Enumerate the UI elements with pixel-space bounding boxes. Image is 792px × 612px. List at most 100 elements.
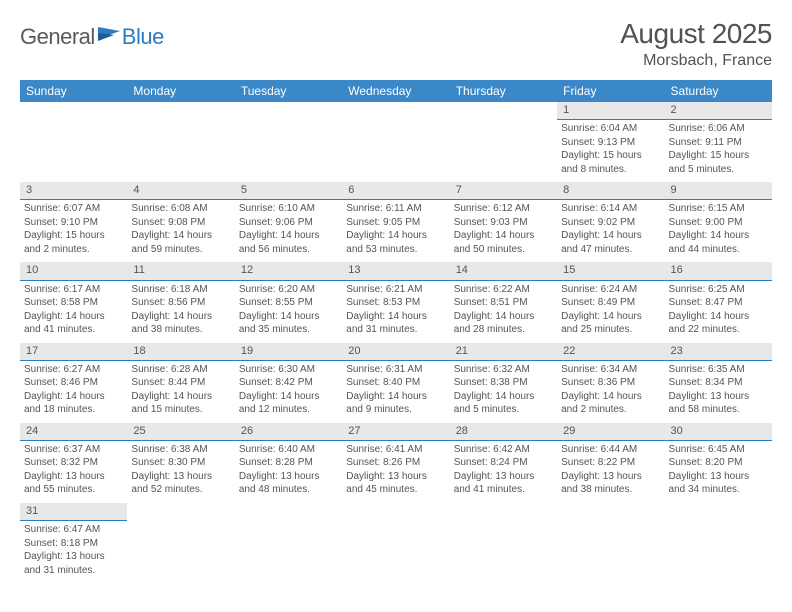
day-sunrise: Sunrise: 6:30 AM <box>239 363 338 377</box>
day-sunset: Sunset: 8:44 PM <box>131 376 230 390</box>
calendar-cell <box>20 102 127 182</box>
day-daylight: Daylight: 14 hours and 15 minutes. <box>131 390 230 417</box>
day-number: 7 <box>450 182 557 200</box>
calendar-head: SundayMondayTuesdayWednesdayThursdayFrid… <box>20 80 772 102</box>
day-daylight: Daylight: 13 hours and 45 minutes. <box>346 470 445 497</box>
calendar-cell: 7Sunrise: 6:12 AMSunset: 9:03 PMDaylight… <box>450 182 557 262</box>
calendar-cell: 22Sunrise: 6:34 AMSunset: 8:36 PMDayligh… <box>557 343 664 423</box>
calendar-cell <box>342 102 449 182</box>
calendar-cell <box>235 503 342 583</box>
day-sunset: Sunset: 8:46 PM <box>24 376 123 390</box>
day-daylight: Daylight: 14 hours and 9 minutes. <box>346 390 445 417</box>
calendar-week: 17Sunrise: 6:27 AMSunset: 8:46 PMDayligh… <box>20 343 772 423</box>
calendar-cell: 31Sunrise: 6:47 AMSunset: 8:18 PMDayligh… <box>20 503 127 583</box>
calendar-cell: 26Sunrise: 6:40 AMSunset: 8:28 PMDayligh… <box>235 423 342 503</box>
day-body: Sunrise: 6:06 AMSunset: 9:11 PMDaylight:… <box>665 120 772 182</box>
day-number: 2 <box>665 102 772 120</box>
day-daylight: Daylight: 14 hours and 25 minutes. <box>561 310 660 337</box>
calendar-cell: 1Sunrise: 6:04 AMSunset: 9:13 PMDaylight… <box>557 102 664 182</box>
day-number: 31 <box>20 503 127 521</box>
day-sunrise: Sunrise: 6:45 AM <box>669 443 768 457</box>
day-daylight: Daylight: 13 hours and 58 minutes. <box>669 390 768 417</box>
day-daylight: Daylight: 14 hours and 47 minutes. <box>561 229 660 256</box>
day-header: Wednesday <box>342 80 449 102</box>
day-sunrise: Sunrise: 6:10 AM <box>239 202 338 216</box>
calendar-cell <box>450 503 557 583</box>
day-header: Tuesday <box>235 80 342 102</box>
day-number: 17 <box>20 343 127 361</box>
day-body: Sunrise: 6:17 AMSunset: 8:58 PMDaylight:… <box>20 281 127 343</box>
empty-cell <box>450 503 557 519</box>
day-body: Sunrise: 6:34 AMSunset: 8:36 PMDaylight:… <box>557 361 664 423</box>
day-daylight: Daylight: 13 hours and 41 minutes. <box>454 470 553 497</box>
day-sunset: Sunset: 8:47 PM <box>669 296 768 310</box>
calendar-cell: 4Sunrise: 6:08 AMSunset: 9:08 PMDaylight… <box>127 182 234 262</box>
day-body: Sunrise: 6:25 AMSunset: 8:47 PMDaylight:… <box>665 281 772 343</box>
calendar-cell: 20Sunrise: 6:31 AMSunset: 8:40 PMDayligh… <box>342 343 449 423</box>
logo-text-general: General <box>20 24 95 50</box>
day-sunrise: Sunrise: 6:44 AM <box>561 443 660 457</box>
empty-cell <box>342 102 449 118</box>
empty-cell <box>127 503 234 519</box>
day-sunrise: Sunrise: 6:04 AM <box>561 122 660 136</box>
day-daylight: Daylight: 14 hours and 44 minutes. <box>669 229 768 256</box>
day-body: Sunrise: 6:30 AMSunset: 8:42 PMDaylight:… <box>235 361 342 423</box>
day-sunrise: Sunrise: 6:15 AM <box>669 202 768 216</box>
day-daylight: Daylight: 15 hours and 5 minutes. <box>669 149 768 176</box>
day-body: Sunrise: 6:12 AMSunset: 9:03 PMDaylight:… <box>450 200 557 262</box>
day-number: 27 <box>342 423 449 441</box>
empty-cell <box>235 503 342 519</box>
calendar-cell <box>665 503 772 583</box>
day-sunset: Sunset: 8:58 PM <box>24 296 123 310</box>
day-body: Sunrise: 6:07 AMSunset: 9:10 PMDaylight:… <box>20 200 127 262</box>
day-header: Saturday <box>665 80 772 102</box>
day-daylight: Daylight: 14 hours and 22 minutes. <box>669 310 768 337</box>
calendar-cell: 25Sunrise: 6:38 AMSunset: 8:30 PMDayligh… <box>127 423 234 503</box>
day-sunset: Sunset: 8:28 PM <box>239 456 338 470</box>
day-number: 1 <box>557 102 664 120</box>
day-body: Sunrise: 6:37 AMSunset: 8:32 PMDaylight:… <box>20 441 127 503</box>
day-body: Sunrise: 6:44 AMSunset: 8:22 PMDaylight:… <box>557 441 664 503</box>
day-daylight: Daylight: 14 hours and 5 minutes. <box>454 390 553 417</box>
calendar-cell <box>450 102 557 182</box>
calendar-cell: 13Sunrise: 6:21 AMSunset: 8:53 PMDayligh… <box>342 262 449 342</box>
day-daylight: Daylight: 13 hours and 38 minutes. <box>561 470 660 497</box>
empty-cell <box>235 102 342 118</box>
day-sunset: Sunset: 8:55 PM <box>239 296 338 310</box>
day-sunrise: Sunrise: 6:17 AM <box>24 283 123 297</box>
calendar-cell <box>235 102 342 182</box>
day-daylight: Daylight: 13 hours and 48 minutes. <box>239 470 338 497</box>
day-number: 15 <box>557 262 664 280</box>
calendar-cell: 24Sunrise: 6:37 AMSunset: 8:32 PMDayligh… <box>20 423 127 503</box>
day-number: 13 <box>342 262 449 280</box>
day-sunset: Sunset: 8:26 PM <box>346 456 445 470</box>
day-header: Thursday <box>450 80 557 102</box>
day-body: Sunrise: 6:08 AMSunset: 9:08 PMDaylight:… <box>127 200 234 262</box>
calendar-cell: 14Sunrise: 6:22 AMSunset: 8:51 PMDayligh… <box>450 262 557 342</box>
empty-cell <box>665 503 772 519</box>
day-sunset: Sunset: 8:18 PM <box>24 537 123 551</box>
empty-cell <box>342 503 449 519</box>
location-label: Morsbach, France <box>620 52 772 70</box>
calendar-cell: 12Sunrise: 6:20 AMSunset: 8:55 PMDayligh… <box>235 262 342 342</box>
day-body: Sunrise: 6:24 AMSunset: 8:49 PMDaylight:… <box>557 281 664 343</box>
day-sunset: Sunset: 8:32 PM <box>24 456 123 470</box>
day-body: Sunrise: 6:22 AMSunset: 8:51 PMDaylight:… <box>450 281 557 343</box>
day-body: Sunrise: 6:28 AMSunset: 8:44 PMDaylight:… <box>127 361 234 423</box>
day-sunrise: Sunrise: 6:41 AM <box>346 443 445 457</box>
calendar-cell: 15Sunrise: 6:24 AMSunset: 8:49 PMDayligh… <box>557 262 664 342</box>
calendar-week: 10Sunrise: 6:17 AMSunset: 8:58 PMDayligh… <box>20 262 772 342</box>
day-sunset: Sunset: 9:05 PM <box>346 216 445 230</box>
day-daylight: Daylight: 14 hours and 35 minutes. <box>239 310 338 337</box>
calendar-cell: 23Sunrise: 6:35 AMSunset: 8:34 PMDayligh… <box>665 343 772 423</box>
day-sunrise: Sunrise: 6:31 AM <box>346 363 445 377</box>
day-sunrise: Sunrise: 6:18 AM <box>131 283 230 297</box>
calendar-cell: 11Sunrise: 6:18 AMSunset: 8:56 PMDayligh… <box>127 262 234 342</box>
day-daylight: Daylight: 13 hours and 34 minutes. <box>669 470 768 497</box>
day-sunset: Sunset: 9:03 PM <box>454 216 553 230</box>
day-sunset: Sunset: 8:51 PM <box>454 296 553 310</box>
day-sunrise: Sunrise: 6:35 AM <box>669 363 768 377</box>
page-title: August 2025 <box>620 18 772 50</box>
day-daylight: Daylight: 13 hours and 52 minutes. <box>131 470 230 497</box>
day-sunset: Sunset: 8:56 PM <box>131 296 230 310</box>
